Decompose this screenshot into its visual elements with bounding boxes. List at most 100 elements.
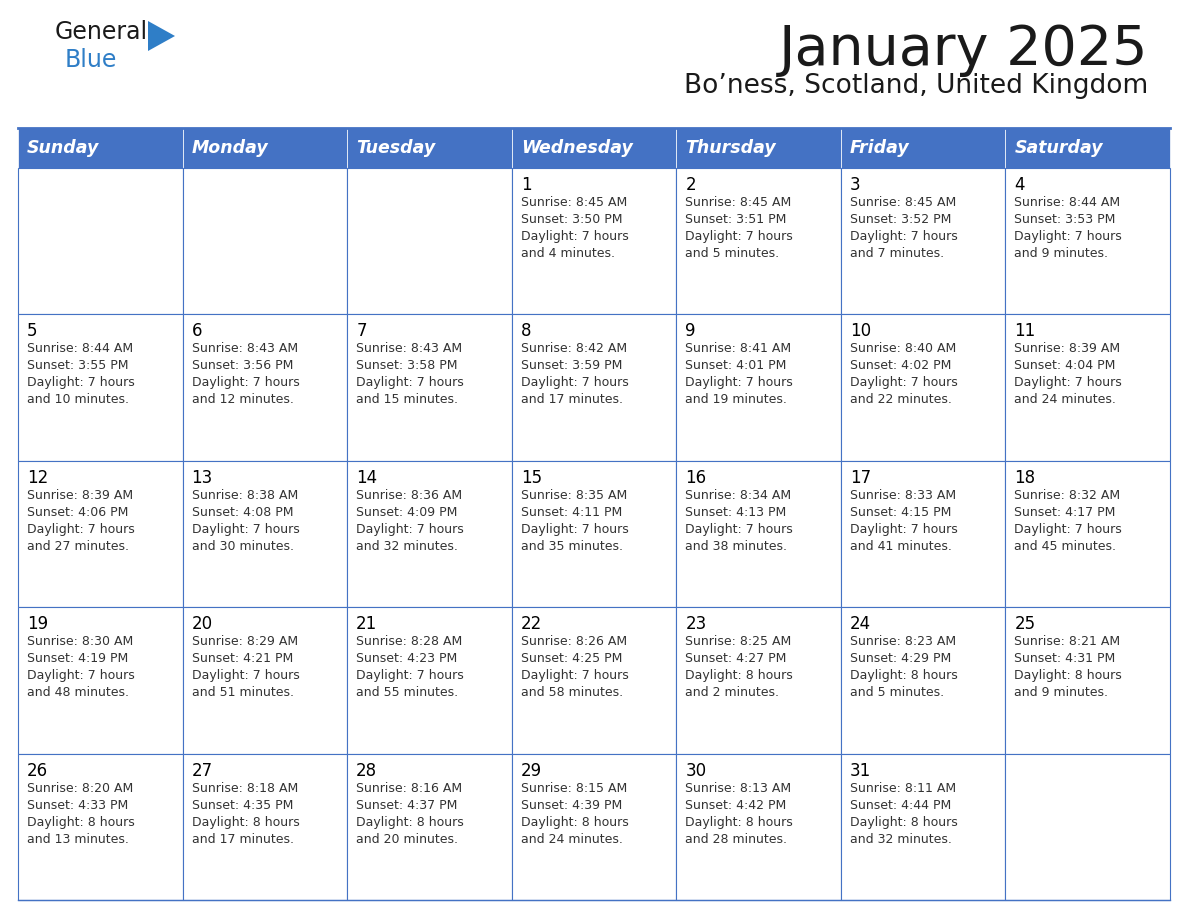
Text: Daylight: 7 hours: Daylight: 7 hours xyxy=(27,669,134,682)
Text: General: General xyxy=(55,20,148,44)
Bar xyxy=(1005,461,1170,607)
Text: and 9 minutes.: and 9 minutes. xyxy=(1015,686,1108,700)
Bar xyxy=(18,754,183,900)
Text: Saturday: Saturday xyxy=(1015,139,1102,157)
Bar xyxy=(676,754,841,900)
Text: and 10 minutes.: and 10 minutes. xyxy=(27,394,129,407)
Text: 27: 27 xyxy=(191,762,213,779)
Text: and 12 minutes.: and 12 minutes. xyxy=(191,394,293,407)
Text: Sunrise: 8:30 AM: Sunrise: 8:30 AM xyxy=(27,635,133,648)
Bar xyxy=(841,607,1005,754)
Text: 6: 6 xyxy=(191,322,202,341)
Text: 10: 10 xyxy=(849,322,871,341)
Text: and 38 minutes.: and 38 minutes. xyxy=(685,540,788,553)
Bar xyxy=(841,314,1005,461)
Text: 30: 30 xyxy=(685,762,707,779)
Text: Sunset: 3:50 PM: Sunset: 3:50 PM xyxy=(520,213,623,226)
Text: 3: 3 xyxy=(849,176,860,194)
Text: Daylight: 7 hours: Daylight: 7 hours xyxy=(1015,522,1123,536)
Text: Daylight: 7 hours: Daylight: 7 hours xyxy=(191,376,299,389)
Text: 8: 8 xyxy=(520,322,531,341)
Text: Sunrise: 8:28 AM: Sunrise: 8:28 AM xyxy=(356,635,462,648)
Text: Daylight: 7 hours: Daylight: 7 hours xyxy=(356,522,463,536)
Text: Sunset: 4:08 PM: Sunset: 4:08 PM xyxy=(191,506,293,519)
Text: and 27 minutes.: and 27 minutes. xyxy=(27,540,129,553)
Text: Sunrise: 8:44 AM: Sunrise: 8:44 AM xyxy=(1015,196,1120,209)
Text: 19: 19 xyxy=(27,615,49,633)
Text: Friday: Friday xyxy=(849,139,910,157)
Text: and 32 minutes.: and 32 minutes. xyxy=(356,540,459,553)
Bar xyxy=(676,128,841,168)
Text: Sunrise: 8:39 AM: Sunrise: 8:39 AM xyxy=(27,488,133,502)
Text: Sunrise: 8:43 AM: Sunrise: 8:43 AM xyxy=(191,342,298,355)
Text: 16: 16 xyxy=(685,469,707,487)
Text: 31: 31 xyxy=(849,762,871,779)
Text: 13: 13 xyxy=(191,469,213,487)
Text: Sunrise: 8:16 AM: Sunrise: 8:16 AM xyxy=(356,781,462,795)
Text: Sunrise: 8:45 AM: Sunrise: 8:45 AM xyxy=(685,196,791,209)
Text: Sunset: 3:59 PM: Sunset: 3:59 PM xyxy=(520,360,623,373)
Text: Daylight: 7 hours: Daylight: 7 hours xyxy=(191,522,299,536)
Bar xyxy=(676,314,841,461)
Text: and 15 minutes.: and 15 minutes. xyxy=(356,394,459,407)
Bar xyxy=(1005,168,1170,314)
Polygon shape xyxy=(148,21,175,51)
Text: Sunset: 4:44 PM: Sunset: 4:44 PM xyxy=(849,799,952,812)
Text: and 28 minutes.: and 28 minutes. xyxy=(685,833,788,845)
Text: and 13 minutes.: and 13 minutes. xyxy=(27,833,128,845)
Bar xyxy=(347,128,512,168)
Bar xyxy=(841,754,1005,900)
Text: Sunset: 4:09 PM: Sunset: 4:09 PM xyxy=(356,506,457,519)
Text: Sunset: 4:33 PM: Sunset: 4:33 PM xyxy=(27,799,128,812)
Text: and 35 minutes.: and 35 minutes. xyxy=(520,540,623,553)
Bar xyxy=(512,168,676,314)
Bar xyxy=(1005,607,1170,754)
Text: Sunset: 3:55 PM: Sunset: 3:55 PM xyxy=(27,360,128,373)
Text: Daylight: 7 hours: Daylight: 7 hours xyxy=(191,669,299,682)
Text: Sunrise: 8:33 AM: Sunrise: 8:33 AM xyxy=(849,488,956,502)
Text: and 5 minutes.: and 5 minutes. xyxy=(685,247,779,260)
Text: Daylight: 8 hours: Daylight: 8 hours xyxy=(685,669,794,682)
Text: Sunrise: 8:42 AM: Sunrise: 8:42 AM xyxy=(520,342,627,355)
Text: 2: 2 xyxy=(685,176,696,194)
Text: 5: 5 xyxy=(27,322,38,341)
Text: Daylight: 7 hours: Daylight: 7 hours xyxy=(520,522,628,536)
Text: Daylight: 8 hours: Daylight: 8 hours xyxy=(520,815,628,829)
Text: Blue: Blue xyxy=(65,48,118,72)
Text: Daylight: 7 hours: Daylight: 7 hours xyxy=(356,376,463,389)
Text: and 51 minutes.: and 51 minutes. xyxy=(191,686,293,700)
Text: Daylight: 7 hours: Daylight: 7 hours xyxy=(685,522,794,536)
Text: Sunrise: 8:15 AM: Sunrise: 8:15 AM xyxy=(520,781,627,795)
Text: 29: 29 xyxy=(520,762,542,779)
Text: Sunset: 4:27 PM: Sunset: 4:27 PM xyxy=(685,652,786,666)
Text: Sunset: 4:29 PM: Sunset: 4:29 PM xyxy=(849,652,952,666)
Text: and 24 minutes.: and 24 minutes. xyxy=(520,833,623,845)
Text: Sunset: 4:19 PM: Sunset: 4:19 PM xyxy=(27,652,128,666)
Text: Sunset: 4:31 PM: Sunset: 4:31 PM xyxy=(1015,652,1116,666)
Text: Sunrise: 8:23 AM: Sunrise: 8:23 AM xyxy=(849,635,956,648)
Bar xyxy=(841,168,1005,314)
Bar xyxy=(512,607,676,754)
Text: Sunset: 4:17 PM: Sunset: 4:17 PM xyxy=(1015,506,1116,519)
Text: Daylight: 7 hours: Daylight: 7 hours xyxy=(520,669,628,682)
Text: 12: 12 xyxy=(27,469,49,487)
Text: Daylight: 7 hours: Daylight: 7 hours xyxy=(849,230,958,243)
Text: 1: 1 xyxy=(520,176,531,194)
Text: and 5 minutes.: and 5 minutes. xyxy=(849,686,944,700)
Text: Daylight: 7 hours: Daylight: 7 hours xyxy=(520,376,628,389)
Text: Sunrise: 8:25 AM: Sunrise: 8:25 AM xyxy=(685,635,791,648)
Text: Daylight: 7 hours: Daylight: 7 hours xyxy=(1015,376,1123,389)
Text: Monday: Monday xyxy=(191,139,268,157)
Text: Daylight: 8 hours: Daylight: 8 hours xyxy=(1015,669,1123,682)
Text: and 48 minutes.: and 48 minutes. xyxy=(27,686,129,700)
Text: Sunset: 4:02 PM: Sunset: 4:02 PM xyxy=(849,360,952,373)
Text: and 19 minutes.: and 19 minutes. xyxy=(685,394,788,407)
Text: Daylight: 8 hours: Daylight: 8 hours xyxy=(191,815,299,829)
Text: Sunset: 4:11 PM: Sunset: 4:11 PM xyxy=(520,506,623,519)
Text: Sunrise: 8:43 AM: Sunrise: 8:43 AM xyxy=(356,342,462,355)
Text: Sunrise: 8:41 AM: Sunrise: 8:41 AM xyxy=(685,342,791,355)
Text: and 58 minutes.: and 58 minutes. xyxy=(520,686,623,700)
Bar xyxy=(183,128,347,168)
Text: 17: 17 xyxy=(849,469,871,487)
Bar xyxy=(18,461,183,607)
